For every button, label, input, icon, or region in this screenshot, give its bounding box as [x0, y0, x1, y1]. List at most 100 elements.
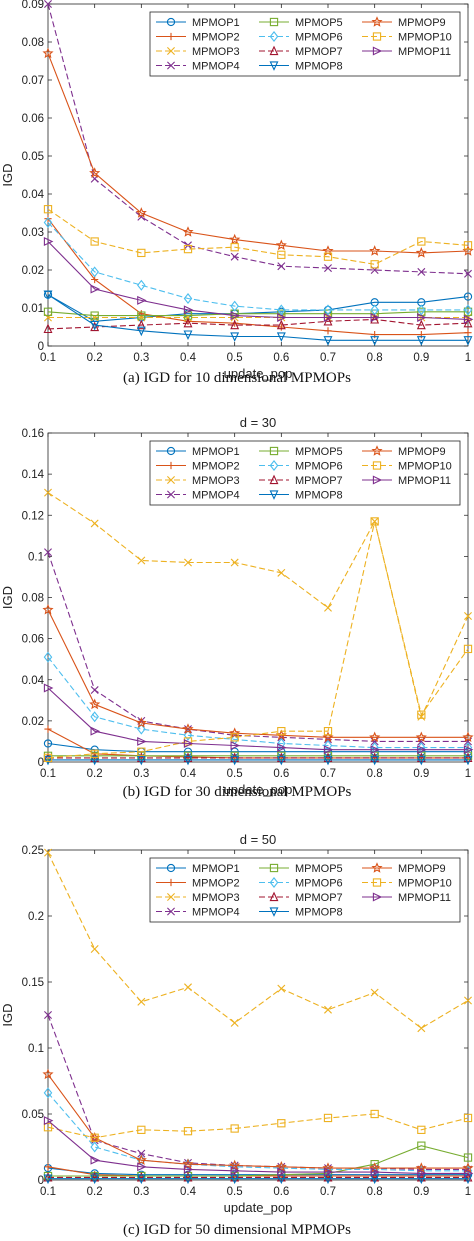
legend-marker — [269, 460, 279, 471]
y-tick-label: 0.15 — [22, 977, 44, 989]
data-point — [43, 753, 53, 763]
legend-marker — [372, 892, 383, 902]
legend-label: MPMOP5 — [295, 446, 343, 458]
data-point — [135, 1154, 147, 1165]
series-line — [47, 1092, 468, 1172]
legend-item-mpmop11: MPMOP11 — [362, 475, 451, 487]
data-point — [275, 239, 287, 251]
series-mpmop8 — [43, 1174, 473, 1185]
data-point — [323, 304, 333, 316]
x-tick-label: 0.6 — [273, 768, 289, 780]
series-line — [47, 3, 469, 275]
data-point — [417, 1024, 426, 1033]
y-tick-label: 0.1 — [28, 551, 44, 563]
legend-item-mpmop3: MPMOP3 — [156, 892, 240, 904]
data-point — [464, 612, 472, 620]
data-point — [182, 1158, 194, 1169]
legend-item-mpmop10: MPMOP10 — [362, 32, 452, 44]
legend-label: MPMOP11 — [398, 46, 451, 58]
series-line — [47, 294, 468, 341]
data-point — [42, 604, 54, 615]
legend: MPMOP1 MPMOP2 MPMOP3 MPMOP4 MPMOP5 MPMOP6 MPMO… — [149, 440, 461, 506]
legend-item-mpmop8: MPMOP8 — [259, 907, 343, 919]
data-point — [184, 983, 192, 992]
data-point — [183, 244, 193, 254]
data-point — [277, 568, 286, 577]
y-tick-label: 0.02 — [22, 265, 44, 277]
legend-marker — [371, 445, 383, 456]
data-point — [44, 1163, 52, 1171]
legend-marker — [372, 461, 382, 470]
data-point — [183, 752, 193, 763]
legend-item-mpmop1: MPMOP1 — [156, 446, 240, 458]
data-point — [277, 743, 287, 753]
data-point — [323, 745, 334, 755]
data-point — [417, 1125, 426, 1134]
data-point — [416, 319, 426, 330]
legend-item-mpmop7: MPMOP7 — [259, 474, 343, 487]
data-point — [184, 558, 192, 567]
data-point — [370, 755, 380, 766]
data-point — [463, 336, 473, 346]
series-mpmop9 — [42, 47, 474, 258]
series-mpmop11 — [43, 683, 474, 755]
data-point — [277, 304, 286, 316]
legend-marker — [167, 878, 175, 887]
y-tick-label: 0.06 — [22, 634, 44, 646]
data-point — [369, 731, 381, 743]
data-point — [135, 717, 147, 728]
x-tick-label: 0.4 — [180, 1186, 197, 1198]
data-point — [90, 945, 99, 953]
data-point — [277, 1119, 286, 1128]
data-point — [230, 1166, 241, 1176]
data-point — [323, 1113, 333, 1123]
data-point — [370, 517, 379, 526]
data-point — [415, 731, 427, 743]
series-mpmop11 — [43, 1116, 474, 1178]
data-point — [276, 1174, 286, 1185]
data-point — [90, 237, 99, 246]
data-point — [42, 47, 54, 59]
series-line — [47, 552, 468, 742]
legend-label: MPMOP1 — [192, 446, 240, 458]
y-tick-label: 0.2 — [28, 911, 44, 923]
data-point — [370, 260, 379, 269]
legend-item-mpmop9: MPMOP9 — [362, 445, 446, 458]
legend-item-mpmop5: MPMOP5 — [259, 863, 343, 875]
data-point — [136, 752, 146, 763]
x-axis-label: update_pop — [224, 366, 293, 381]
data-point — [230, 755, 240, 766]
y-tick-label: 0 — [38, 1175, 44, 1187]
x-tick-label: 0.7 — [320, 768, 336, 780]
series-line — [47, 1167, 468, 1176]
legend-marker — [269, 863, 279, 873]
data-point — [277, 727, 286, 736]
data-point — [277, 262, 286, 271]
chart-panel-3: d = 50 0 0.05 0.1 0.15 0.2 0.25 0.1 0.2 0.3 0.4 0.5… — [0, 832, 474, 1215]
data-point — [230, 733, 239, 742]
data-point — [417, 745, 427, 755]
data-point — [44, 848, 52, 857]
data-point — [463, 1171, 473, 1182]
legend-marker — [269, 17, 279, 27]
caption-c: (c) IGD for 50 dimensional MPMOPs — [123, 1222, 351, 1238]
data-point — [229, 1159, 241, 1171]
y-tick-label: 0.25 — [22, 845, 44, 857]
y-tick-label: 0 — [38, 341, 44, 353]
legend-label: MPMOP3 — [192, 46, 240, 58]
data-point — [90, 284, 101, 294]
data-point — [44, 548, 52, 557]
x-axis-label: update_pop — [224, 782, 293, 797]
legend-label: MPMOP9 — [398, 446, 446, 458]
data-point — [417, 1141, 426, 1150]
data-point — [43, 1174, 53, 1185]
caption-a: (a) IGD for 10 dimensional MPMOPs — [123, 370, 351, 386]
data-point — [323, 752, 333, 763]
x-tick-label: 0.5 — [227, 768, 243, 780]
legend-marker — [269, 61, 279, 71]
series-line — [47, 852, 469, 1029]
x-tick-label: 0.2 — [87, 1186, 103, 1198]
legend-item-mpmop4: MPMOP4 — [156, 907, 240, 919]
y-tick-label: 0.04 — [22, 675, 45, 687]
y-tick-label: 0.08 — [22, 37, 44, 49]
